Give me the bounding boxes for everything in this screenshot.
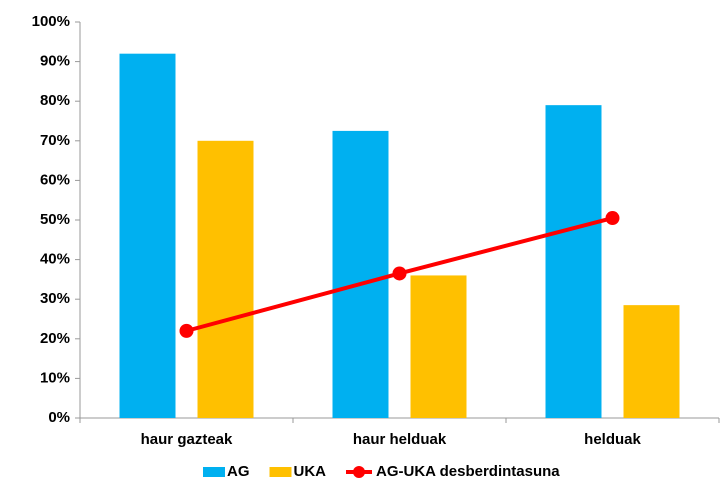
y-tick-label: 40% xyxy=(40,251,70,268)
y-tick-label: 0% xyxy=(48,409,70,426)
legend-swatch xyxy=(353,466,365,478)
bar xyxy=(332,130,389,418)
legend-swatch xyxy=(269,467,292,477)
legend-label: AG xyxy=(227,463,250,480)
bar xyxy=(197,140,254,419)
legend-label: UKA xyxy=(294,463,327,480)
legend-label: AG-UKA desberdintasuna xyxy=(376,463,560,480)
line-point xyxy=(392,266,407,281)
y-tick-label: 80% xyxy=(40,92,70,109)
bar xyxy=(623,305,680,418)
y-tick-label: 100% xyxy=(32,13,70,30)
y-tick-label: 60% xyxy=(40,171,70,188)
y-tick-label: 20% xyxy=(40,330,70,347)
x-tick-label: haur helduak xyxy=(353,431,447,448)
y-tick-label: 50% xyxy=(40,211,70,228)
y-tick-label: 90% xyxy=(40,53,70,70)
y-tick-label: 30% xyxy=(40,290,70,307)
y-tick-label: 70% xyxy=(40,132,70,149)
bar xyxy=(410,275,467,418)
line-point xyxy=(605,211,620,226)
line-point xyxy=(179,323,194,338)
bar xyxy=(119,53,176,419)
y-tick-label: 10% xyxy=(40,369,70,386)
legend-swatch xyxy=(203,467,225,477)
x-tick-label: helduak xyxy=(584,431,641,448)
x-tick-label: haur gazteak xyxy=(141,431,233,448)
bar xyxy=(545,105,602,418)
